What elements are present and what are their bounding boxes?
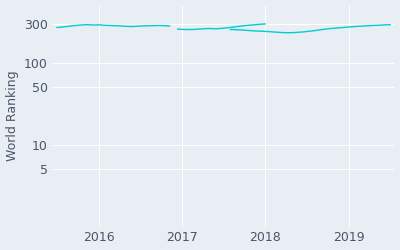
Y-axis label: World Ranking: World Ranking — [6, 71, 18, 162]
